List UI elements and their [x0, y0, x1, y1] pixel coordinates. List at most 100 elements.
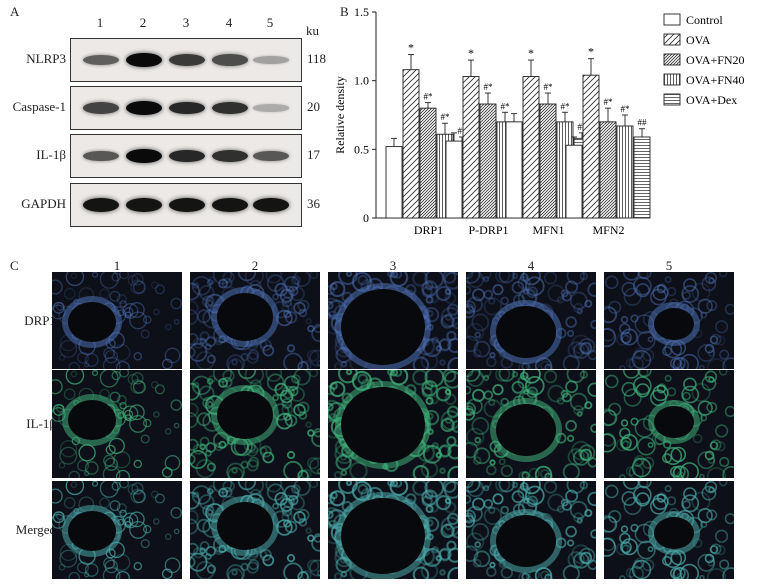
legend-label: OVA+FN40 — [686, 73, 745, 87]
legend-swatch — [663, 53, 681, 66]
micrograph-blue — [52, 272, 182, 369]
bar-chart: 0 0.5 1.0 1.5 Relative density * #* #* ## DRP1 * #*… — [333, 5, 745, 237]
bar — [402, 69, 420, 219]
bar — [462, 76, 480, 219]
significance-mark: #* — [424, 92, 434, 102]
blot-band — [126, 53, 162, 67]
significance-mark: * — [588, 45, 594, 59]
image-column-number: 5 — [665, 258, 673, 273]
legend-label: Control — [686, 13, 723, 27]
blot-strip — [70, 86, 302, 130]
legend-swatch — [663, 93, 681, 106]
micrograph-merged — [604, 481, 734, 579]
blot-strip — [70, 38, 302, 82]
blot-band — [212, 54, 248, 66]
micrograph-blue — [328, 272, 458, 369]
bar — [633, 136, 651, 219]
category-label: MFN1 — [532, 223, 564, 237]
blot-band — [169, 198, 205, 212]
significance-mark: #* — [604, 97, 614, 107]
legend-label: OVA+Dex — [686, 93, 737, 107]
micrograph-green — [466, 370, 596, 478]
legend-label: OVA+FN20 — [686, 53, 745, 67]
panel-b-letter: B — [340, 4, 349, 19]
bar — [505, 121, 523, 219]
micrograph-green — [190, 370, 320, 478]
significance-mark: #* — [561, 101, 571, 111]
category-label: P-DRP1 — [468, 223, 508, 237]
micrograph-blue — [466, 272, 596, 369]
legend-swatch — [663, 13, 681, 26]
lane-number: 4 — [225, 15, 233, 30]
blot-protein-label: Caspase-1 — [12, 99, 66, 114]
micrograph-green — [52, 370, 182, 478]
blot-band — [83, 54, 119, 66]
panel-a-letter: A — [10, 4, 20, 19]
micrograph-green — [604, 370, 734, 478]
y-tick-label: 1.0 — [354, 74, 369, 88]
significance-mark: #* — [484, 82, 494, 92]
panel-c-letter: C — [10, 258, 19, 273]
micrograph-blue — [190, 272, 320, 369]
image-row-label: Merged — [15, 522, 56, 537]
significance-mark: ## — [578, 122, 588, 132]
y-axis-label: Relative density — [333, 76, 347, 154]
bar — [445, 140, 463, 219]
blot-strip — [70, 183, 302, 227]
blot-band — [83, 150, 119, 162]
y-tick-label: 0 — [363, 211, 369, 225]
blot-band — [169, 149, 205, 163]
significance-mark: #* — [544, 82, 554, 92]
blot-band — [126, 101, 162, 115]
micrograph-merged — [190, 481, 320, 579]
category-label: MFN2 — [592, 223, 624, 237]
bar — [616, 125, 634, 219]
bar — [565, 144, 583, 219]
significance-mark: * — [528, 46, 534, 60]
bar — [522, 76, 540, 219]
legend-label: OVA — [686, 33, 711, 47]
blot-band — [126, 198, 162, 212]
bar — [385, 146, 403, 219]
lane-number: 1 — [96, 15, 104, 30]
legend-swatch — [663, 73, 681, 86]
bar — [479, 103, 497, 219]
significance-mark: #* — [441, 112, 451, 122]
micrograph-merged — [52, 481, 182, 579]
blot-band — [253, 104, 289, 112]
lane-number: 3 — [182, 15, 190, 30]
y-tick-label: 1.5 — [354, 5, 369, 19]
image-row-label: IL-1β — [26, 416, 56, 431]
lane-number: 5 — [266, 15, 274, 30]
image-column-number: 3 — [389, 258, 397, 273]
bar — [599, 121, 617, 219]
blot-size-label: 118 — [307, 51, 327, 66]
micrograph-green — [328, 370, 458, 478]
significance-mark: #* — [621, 104, 631, 114]
blot-size-label: 36 — [307, 196, 320, 211]
blot-protein-label: NLRP3 — [26, 51, 66, 66]
blot-band — [169, 101, 205, 115]
blot-size-label: 17 — [307, 147, 320, 162]
blot-band — [169, 54, 205, 66]
blot-band — [126, 149, 162, 163]
y-tick-label: 0.5 — [354, 142, 369, 156]
blot-protein-label: GAPDH — [21, 196, 66, 211]
blot-protein-label: IL-1β — [36, 147, 66, 162]
category-label: DRP1 — [414, 223, 443, 237]
legend-swatch — [663, 33, 681, 46]
blot-strip — [70, 134, 302, 178]
blot-band — [83, 198, 119, 212]
blot-band — [253, 150, 289, 162]
blot-band — [253, 56, 289, 64]
micrograph-blue — [604, 272, 734, 369]
blot-band — [253, 198, 289, 212]
bar — [582, 74, 600, 219]
lane-number: 2 — [139, 15, 147, 30]
image-row-label: DRP1 — [24, 312, 56, 328]
blot-band — [212, 198, 248, 212]
significance-mark: ## — [638, 118, 648, 128]
bar — [539, 103, 557, 219]
size-unit-label: ku — [306, 23, 319, 38]
significance-mark: * — [468, 46, 474, 60]
